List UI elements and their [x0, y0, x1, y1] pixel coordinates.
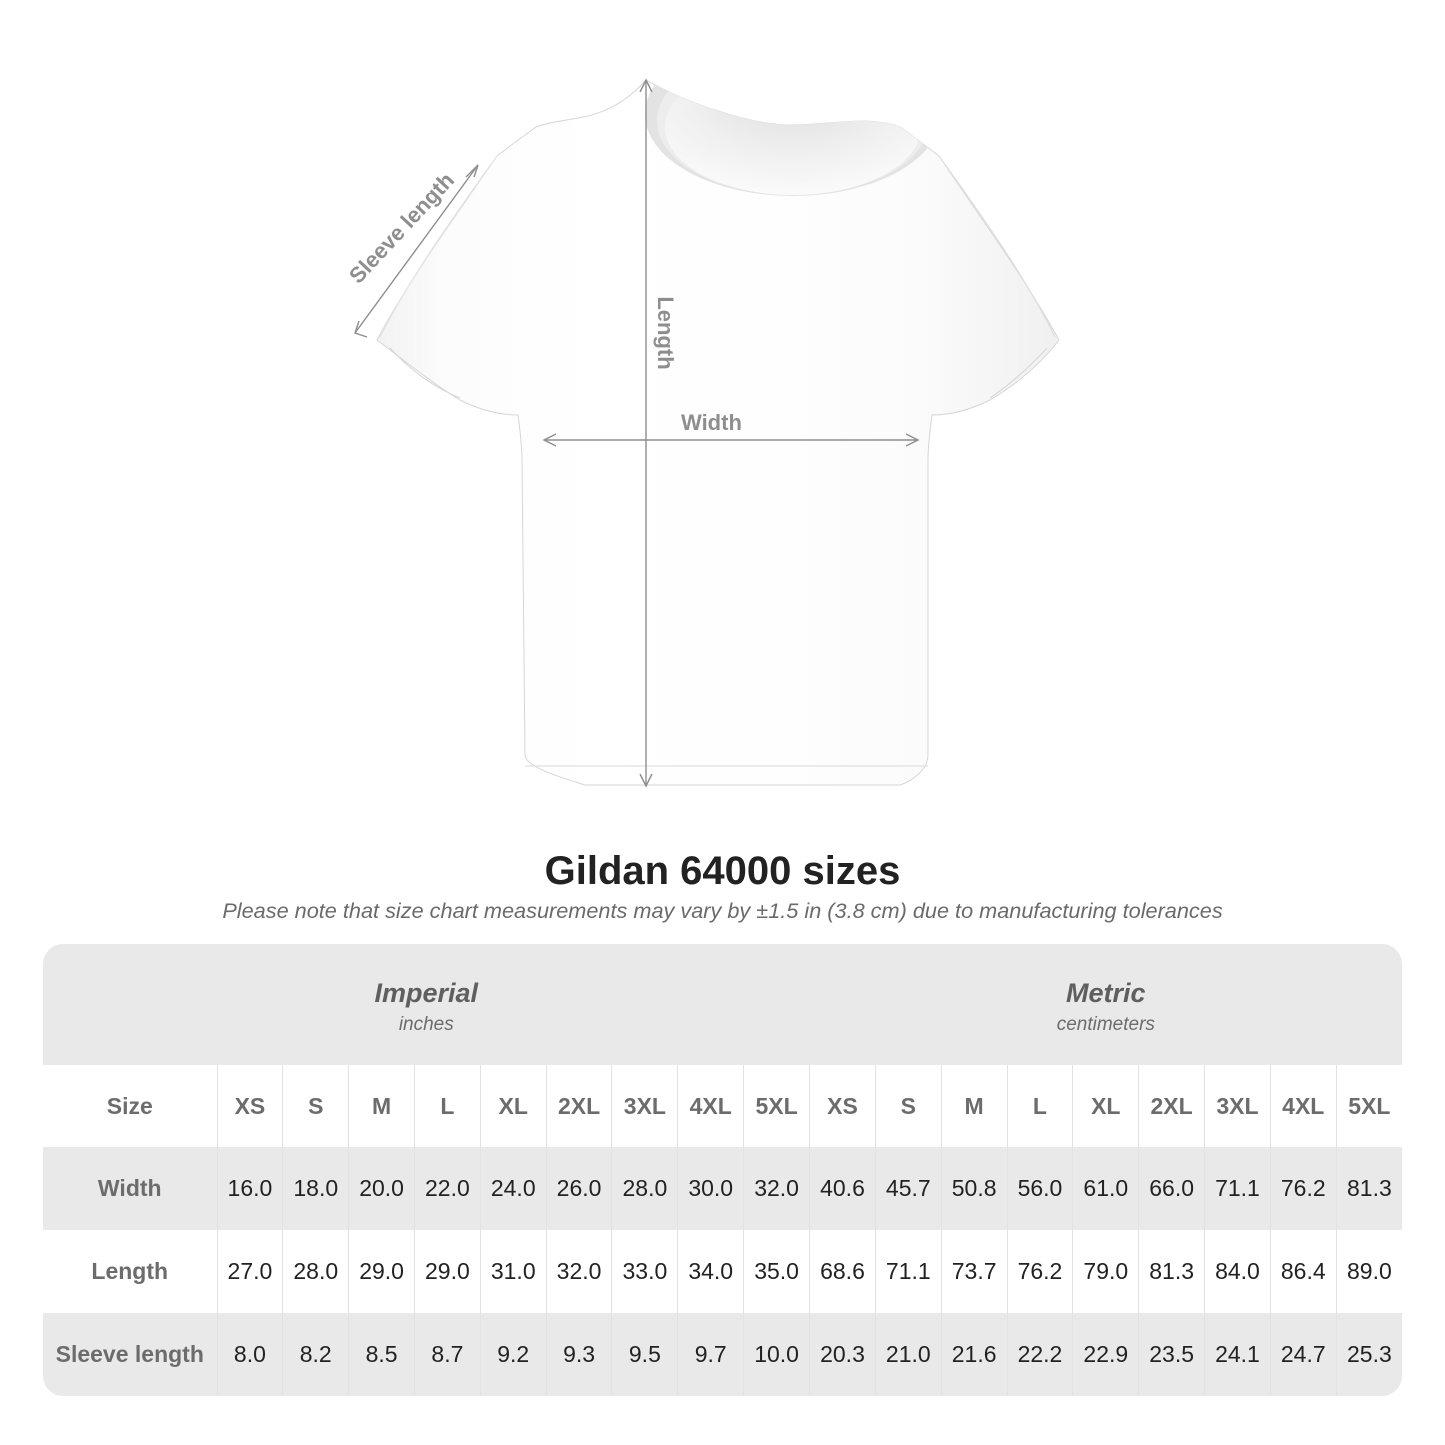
svg-text:Width: Width: [681, 410, 742, 435]
svg-text:Length: Length: [653, 296, 678, 369]
